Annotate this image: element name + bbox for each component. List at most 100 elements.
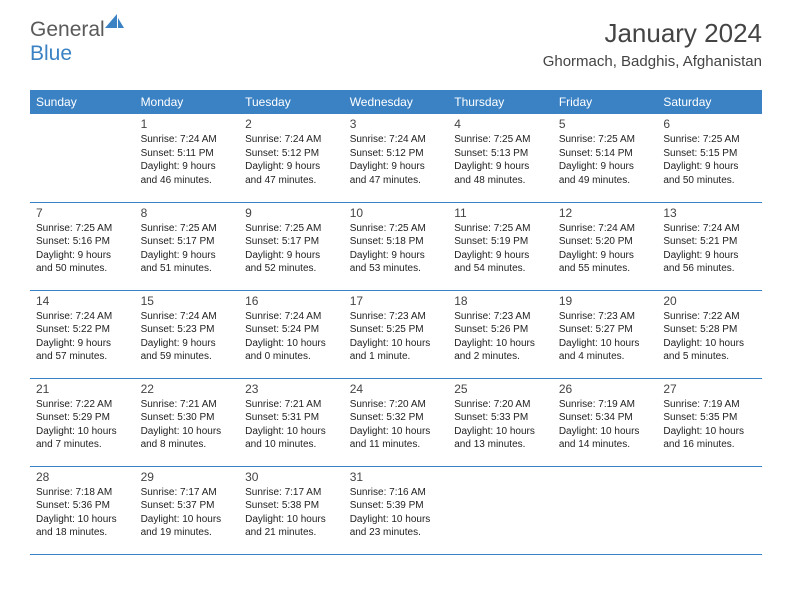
calendar-cell: 31 Sunrise: 7:16 AMSunset: 5:39 PMDayligh… — [344, 466, 449, 554]
day-number: 2 — [245, 117, 338, 131]
day-header: Saturday — [657, 90, 762, 114]
day-info: Sunrise: 7:22 AMSunset: 5:29 PMDaylight:… — [36, 398, 129, 452]
day-header: Wednesday — [344, 90, 449, 114]
day-number: 6 — [663, 117, 756, 131]
title-block: January 2024 Ghormach, Badghis, Afghanis… — [543, 18, 762, 70]
day-number: 25 — [454, 382, 547, 396]
day-number: 24 — [350, 382, 443, 396]
day-number: 22 — [141, 382, 234, 396]
day-number: 29 — [141, 470, 234, 484]
day-info: Sunrise: 7:16 AMSunset: 5:39 PMDaylight:… — [350, 486, 443, 540]
day-number: 9 — [245, 206, 338, 220]
day-header: Tuesday — [239, 90, 344, 114]
page-title: January 2024 — [543, 18, 762, 49]
day-number: 3 — [350, 117, 443, 131]
calendar-cell: 27 Sunrise: 7:19 AMSunset: 5:35 PMDayligh… — [657, 378, 762, 466]
calendar-cell: 7Sunrise: 7:25 AMSunset: 5:16 PMDaylight… — [30, 202, 135, 290]
day-info: Sunrise: 7:25 AMSunset: 5:16 PMDaylight:… — [36, 222, 129, 276]
calendar-cell: 5Sunrise: 7:25 AMSunset: 5:14 PMDaylight… — [553, 114, 658, 202]
calendar-row: 21 Sunrise: 7:22 AMSunset: 5:29 PMDayligh… — [30, 378, 762, 466]
calendar-row: 1 Sunrise: 7:24 AMSunset: 5:11 PMDaylight… — [30, 114, 762, 202]
day-info: Sunrise: 7:23 AMSunset: 5:26 PMDaylight:… — [454, 310, 547, 364]
day-info: Sunrise: 7:19 AMSunset: 5:35 PMDaylight:… — [663, 398, 756, 452]
calendar-cell-empty — [30, 114, 135, 202]
day-info: Sunrise: 7:20 AMSunset: 5:33 PMDaylight:… — [454, 398, 547, 452]
calendar-cell: 3 Sunrise: 7:24 AMSunset: 5:12 PMDaylight… — [344, 114, 449, 202]
calendar-cell: 30 Sunrise: 7:17 AMSunset: 5:38 PMDayligh… — [239, 466, 344, 554]
day-header: Monday — [135, 90, 240, 114]
day-number: 4 — [454, 117, 547, 131]
day-number: 16 — [245, 294, 338, 308]
calendar-cell-empty — [553, 466, 658, 554]
logo-part1: General — [30, 18, 105, 41]
day-info: Sunrise: 7:18 AMSunset: 5:36 PMDaylight:… — [36, 486, 129, 540]
calendar-cell: 23 Sunrise: 7:21 AMSunset: 5:31 PMDayligh… — [239, 378, 344, 466]
day-info: Sunrise: 7:24 AMSunset: 5:21 PMDaylight:… — [663, 222, 756, 276]
day-info: Sunrise: 7:24 AMSunset: 5:22 PMDaylight:… — [36, 310, 129, 364]
calendar-cell-empty — [657, 466, 762, 554]
calendar-cell: 1 Sunrise: 7:24 AMSunset: 5:11 PMDaylight… — [135, 114, 240, 202]
day-number: 17 — [350, 294, 443, 308]
day-number: 30 — [245, 470, 338, 484]
calendar-body: 1 Sunrise: 7:24 AMSunset: 5:11 PMDaylight… — [30, 114, 762, 554]
calendar-cell: 25 Sunrise: 7:20 AMSunset: 5:33 PMDayligh… — [448, 378, 553, 466]
day-info: Sunrise: 7:17 AMSunset: 5:38 PMDaylight:… — [245, 486, 338, 540]
day-number: 18 — [454, 294, 547, 308]
calendar-cell: 4 Sunrise: 7:25 AMSunset: 5:13 PMDaylight… — [448, 114, 553, 202]
day-number: 12 — [559, 206, 652, 220]
calendar-cell: 6Sunrise: 7:25 AMSunset: 5:15 PMDaylight… — [657, 114, 762, 202]
day-number: 8 — [141, 206, 234, 220]
day-info: Sunrise: 7:19 AMSunset: 5:34 PMDaylight:… — [559, 398, 652, 452]
calendar-cell: 22Sunrise: 7:21 AMSunset: 5:30 PMDayligh… — [135, 378, 240, 466]
logo-text: GeneralBlue — [30, 18, 125, 66]
day-number: 23 — [245, 382, 338, 396]
header: GeneralBlue January 2024 Ghormach, Badgh… — [0, 0, 792, 78]
day-number: 13 — [663, 206, 756, 220]
location-label: Ghormach, Badghis, Afghanistan — [543, 53, 762, 70]
day-info: Sunrise: 7:25 AMSunset: 5:14 PMDaylight:… — [559, 133, 652, 187]
day-info: Sunrise: 7:24 AMSunset: 5:23 PMDaylight:… — [141, 310, 234, 364]
day-header: Thursday — [448, 90, 553, 114]
day-number: 15 — [141, 294, 234, 308]
day-info: Sunrise: 7:24 AMSunset: 5:12 PMDaylight:… — [350, 133, 443, 187]
calendar-row: 28Sunrise: 7:18 AMSunset: 5:36 PMDayligh… — [30, 466, 762, 554]
calendar-cell: 11Sunrise: 7:25 AMSunset: 5:19 PMDayligh… — [448, 202, 553, 290]
calendar-cell: 21 Sunrise: 7:22 AMSunset: 5:29 PMDayligh… — [30, 378, 135, 466]
calendar-cell: 15 Sunrise: 7:24 AMSunset: 5:23 PMDayligh… — [135, 290, 240, 378]
day-info: Sunrise: 7:25 AMSunset: 5:13 PMDaylight:… — [454, 133, 547, 187]
day-header: Friday — [553, 90, 658, 114]
day-info: Sunrise: 7:23 AMSunset: 5:27 PMDaylight:… — [559, 310, 652, 364]
calendar-cell: 24Sunrise: 7:20 AMSunset: 5:32 PMDayligh… — [344, 378, 449, 466]
day-info: Sunrise: 7:23 AMSunset: 5:25 PMDaylight:… — [350, 310, 443, 364]
calendar-cell: 26 Sunrise: 7:19 AMSunset: 5:34 PMDayligh… — [553, 378, 658, 466]
day-info: Sunrise: 7:21 AMSunset: 5:31 PMDaylight:… — [245, 398, 338, 452]
calendar-cell: 9 Sunrise: 7:25 AMSunset: 5:17 PMDaylight… — [239, 202, 344, 290]
calendar-cell: 8Sunrise: 7:25 AMSunset: 5:17 PMDaylight… — [135, 202, 240, 290]
logo-part2: Blue — [30, 42, 72, 65]
day-number: 14 — [36, 294, 129, 308]
day-number: 27 — [663, 382, 756, 396]
day-info: Sunrise: 7:22 AMSunset: 5:28 PMDaylight:… — [663, 310, 756, 364]
calendar-cell: 16Sunrise: 7:24 AMSunset: 5:24 PMDayligh… — [239, 290, 344, 378]
day-number: 31 — [350, 470, 443, 484]
day-header-row: SundayMondayTuesdayWednesdayThursdayFrid… — [30, 90, 762, 114]
calendar-row: 14 Sunrise: 7:24 AMSunset: 5:22 PMDayligh… — [30, 290, 762, 378]
day-info: Sunrise: 7:24 AMSunset: 5:20 PMDaylight:… — [559, 222, 652, 276]
calendar-cell: 13 Sunrise: 7:24 AMSunset: 5:21 PMDayligh… — [657, 202, 762, 290]
day-info: Sunrise: 7:25 AMSunset: 5:17 PMDaylight:… — [245, 222, 338, 276]
calendar-cell: 10Sunrise: 7:25 AMSunset: 5:18 PMDayligh… — [344, 202, 449, 290]
day-number: 10 — [350, 206, 443, 220]
calendar-cell: 12 Sunrise: 7:24 AMSunset: 5:20 PMDayligh… — [553, 202, 658, 290]
calendar-head: SundayMondayTuesdayWednesdayThursdayFrid… — [30, 90, 762, 114]
day-info: Sunrise: 7:24 AMSunset: 5:11 PMDaylight:… — [141, 133, 234, 187]
calendar-cell: 20 Sunrise: 7:22 AMSunset: 5:28 PMDayligh… — [657, 290, 762, 378]
calendar-cell: 29Sunrise: 7:17 AMSunset: 5:37 PMDayligh… — [135, 466, 240, 554]
day-number: 26 — [559, 382, 652, 396]
calendar-cell: 2 Sunrise: 7:24 AMSunset: 5:12 PMDaylight… — [239, 114, 344, 202]
day-number: 20 — [663, 294, 756, 308]
day-number: 21 — [36, 382, 129, 396]
calendar-cell-empty — [448, 466, 553, 554]
day-info: Sunrise: 7:24 AMSunset: 5:12 PMDaylight:… — [245, 133, 338, 187]
logo: GeneralBlue — [30, 18, 125, 66]
day-number: 1 — [141, 117, 234, 131]
